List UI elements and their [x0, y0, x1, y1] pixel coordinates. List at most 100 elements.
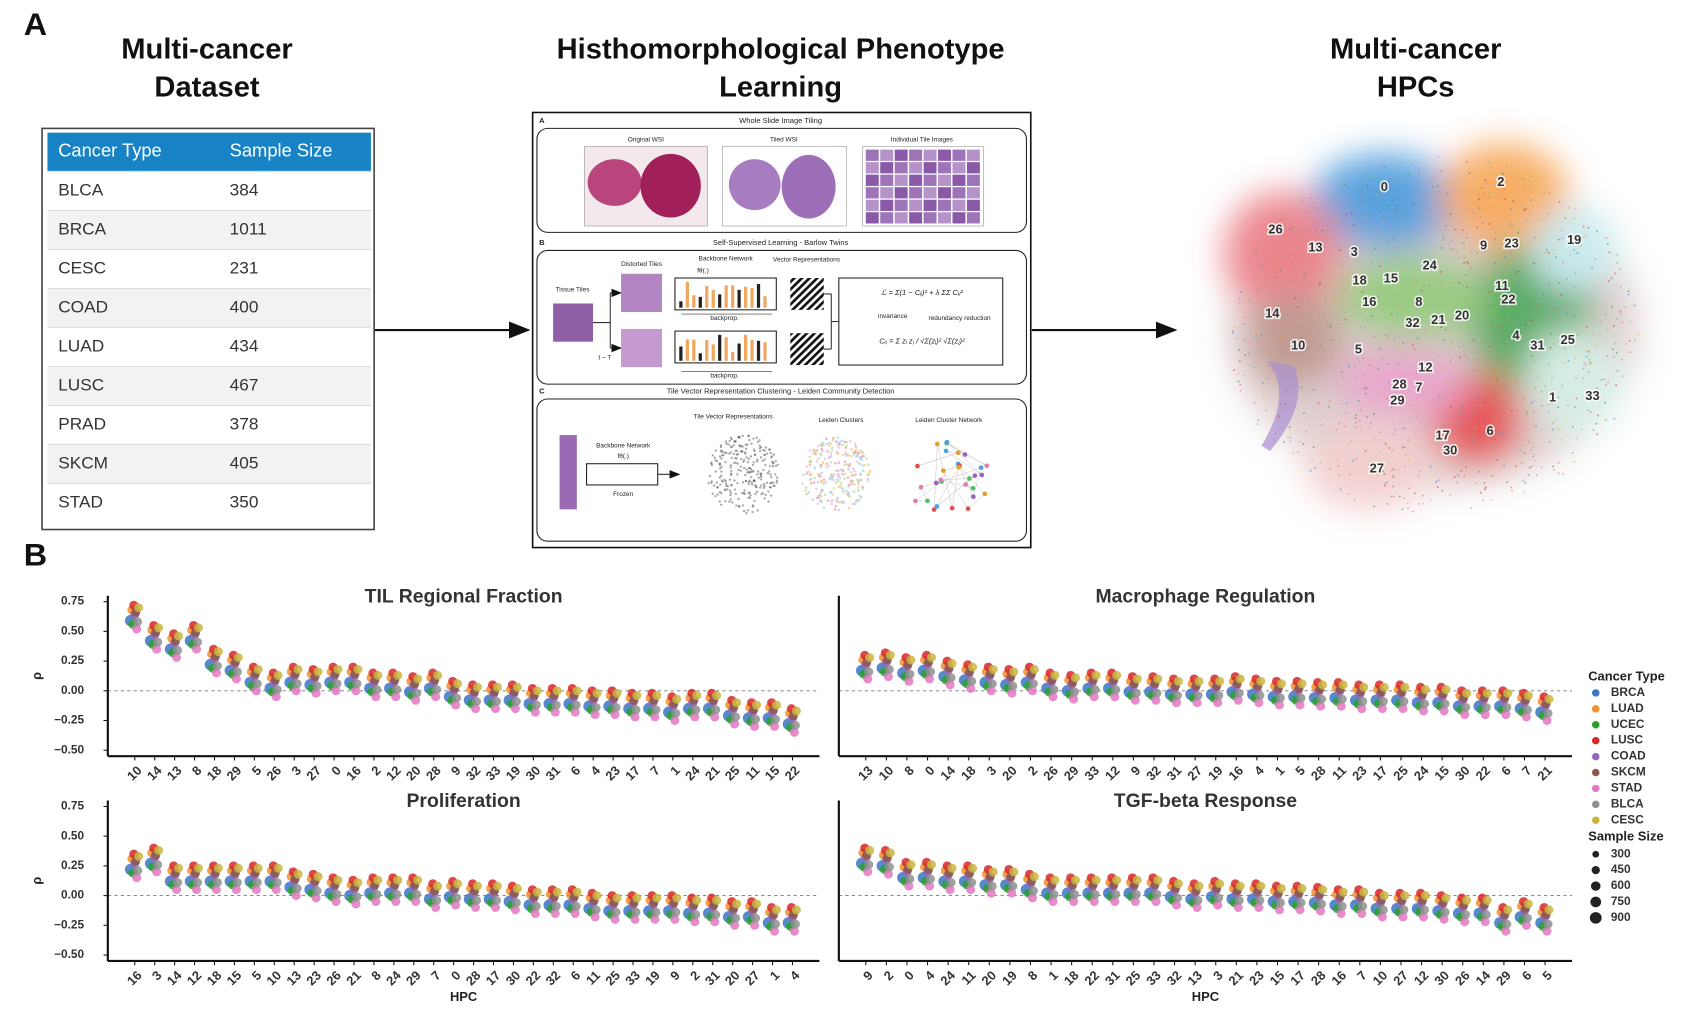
- umap-point: [1308, 212, 1311, 214]
- table-cell: 400: [230, 298, 259, 317]
- umap-point: [1315, 272, 1318, 275]
- embedding-dot: [759, 456, 763, 459]
- dot: [1070, 875, 1081, 885]
- umap-point: [1574, 406, 1577, 409]
- dot: [945, 885, 955, 895]
- umap-point: [1557, 238, 1560, 241]
- cluster-dot: [845, 440, 849, 444]
- umap-point: [1239, 291, 1242, 294]
- dot: [293, 869, 303, 879]
- dot: [711, 705, 721, 715]
- umap-point: [1606, 355, 1609, 357]
- umap-point: [1386, 502, 1389, 505]
- embedding-dot: [758, 444, 761, 447]
- umap-point: [1474, 409, 1477, 412]
- inset-label: Tile Vector Representations: [694, 414, 773, 421]
- size-swatch: [1592, 850, 1600, 858]
- umap-point: [1363, 388, 1365, 391]
- umap-point: [1248, 352, 1251, 355]
- umap-point: [1531, 355, 1534, 358]
- umap-point: [1610, 305, 1613, 308]
- umap-point: [1309, 469, 1312, 472]
- umap-point: [1323, 213, 1326, 216]
- umap-point: [1298, 440, 1301, 443]
- x-tick-label: 0: [901, 968, 917, 984]
- size-entry: 750: [1611, 895, 1631, 908]
- cluster-label: 18: [1352, 273, 1366, 288]
- x-tick-label: 2: [368, 763, 384, 779]
- umap-point: [1375, 391, 1378, 394]
- network-node: [925, 498, 930, 504]
- dot: [1297, 679, 1307, 689]
- embedding-dot: [752, 437, 755, 440]
- umap: 0123456789101112131415161718192021222324…: [1223, 143, 1640, 513]
- embedding-dot: [728, 500, 731, 503]
- umap-point: [1458, 407, 1461, 410]
- umap-point: [1553, 343, 1556, 346]
- dot: [1112, 670, 1122, 680]
- umap-point: [1593, 284, 1596, 287]
- umap-point: [1415, 279, 1418, 282]
- umap-point: [1540, 390, 1543, 393]
- dot: [1153, 875, 1163, 885]
- umap-point: [1318, 312, 1321, 315]
- dot: [865, 845, 875, 855]
- umap-point: [1372, 216, 1375, 218]
- umap-point: [1464, 274, 1467, 277]
- x-tick-label: 28: [423, 763, 444, 784]
- umap-point: [1404, 453, 1407, 456]
- cluster-label: 8: [1415, 294, 1422, 309]
- cluster-dot: [863, 463, 867, 467]
- dot: [412, 688, 422, 698]
- dot: [1132, 875, 1142, 885]
- dot: [1276, 884, 1286, 893]
- dot: [769, 926, 780, 936]
- y-tick-label: 0.25: [61, 654, 85, 667]
- umap-point: [1621, 321, 1624, 324]
- umap-point: [1345, 402, 1348, 405]
- dot: [1379, 682, 1389, 692]
- umap-point: [1480, 276, 1483, 279]
- dot: [1336, 701, 1346, 711]
- umap-point: [1379, 265, 1382, 267]
- table-header: [47, 132, 371, 171]
- umap-point: [1557, 406, 1560, 409]
- net-bar: [705, 339, 709, 361]
- cluster-dot: [822, 478, 826, 481]
- x-tick-label: 5: [249, 763, 265, 779]
- umap-point: [1487, 161, 1490, 164]
- tile: [938, 199, 951, 211]
- cluster-dot: [850, 448, 853, 451]
- umap-point: [1561, 237, 1564, 240]
- umap-point: [1549, 332, 1552, 335]
- umap-point: [1335, 246, 1338, 248]
- dot: [432, 685, 442, 695]
- dot: [967, 676, 977, 686]
- umap-point: [1419, 386, 1422, 389]
- umap-point: [1324, 366, 1327, 369]
- dot: [192, 878, 203, 887]
- umap-point: [1485, 181, 1488, 184]
- umap-point: [1407, 459, 1410, 462]
- embedding-dot: [737, 497, 740, 501]
- umap-point: [1451, 248, 1454, 251]
- dot: [1419, 905, 1430, 915]
- umap-point: [1388, 180, 1390, 183]
- umap-point: [1387, 278, 1390, 281]
- umap-point: [1269, 352, 1272, 354]
- umap-point: [1464, 466, 1467, 469]
- x-tick-label: 16: [343, 763, 364, 784]
- umap-point: [1262, 310, 1265, 313]
- umap-point: [1517, 270, 1520, 273]
- cluster-dot: [845, 454, 848, 457]
- dot: [947, 863, 957, 873]
- dot: [884, 862, 894, 872]
- umap-point: [1271, 311, 1274, 314]
- panel-title: HPCs: [1377, 72, 1455, 104]
- dot: [1503, 905, 1513, 915]
- umap-point: [1329, 467, 1332, 470]
- x-tick-label: 31: [1102, 968, 1123, 989]
- cluster-dot: [817, 473, 820, 476]
- tile: [909, 162, 923, 174]
- umap-point: [1300, 199, 1303, 202]
